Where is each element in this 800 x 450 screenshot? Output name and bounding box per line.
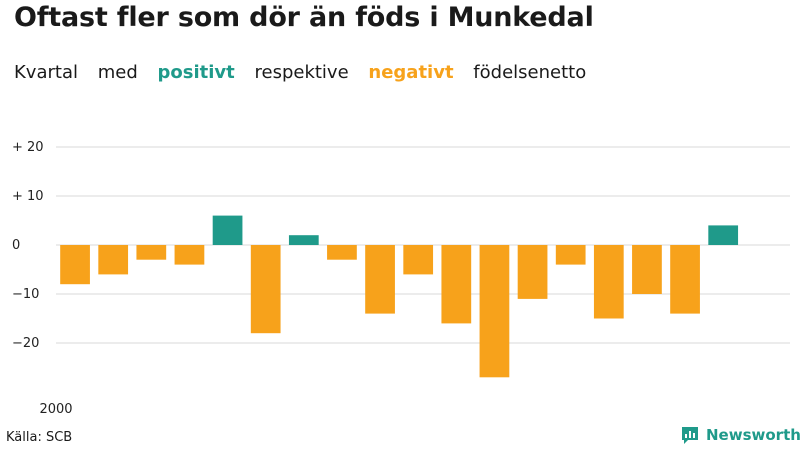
bar (593, 245, 624, 319)
bar (136, 245, 167, 260)
y-tick-label: −10 (12, 287, 39, 302)
newsworthy-logo: Newsworthy (680, 425, 800, 445)
newsworthy-logo-icon (682, 427, 698, 444)
bar (403, 245, 434, 275)
bar (441, 245, 472, 324)
bar (250, 245, 281, 334)
source-note: Källa: SCB (6, 430, 73, 445)
y-tick-label: + 20 (12, 140, 44, 155)
chart-subtitle: Kvartal med positivt respektive negativt… (14, 62, 600, 83)
y-tick-label: −20 (12, 336, 39, 351)
brand-name: Newsworthy (706, 426, 800, 444)
bar (174, 245, 205, 265)
bar (288, 235, 319, 245)
bar (98, 245, 129, 275)
subtitle-word-1: Kvartal (14, 62, 78, 83)
bar (517, 245, 548, 299)
y-tick-label: 0 (12, 238, 20, 253)
bar (632, 245, 662, 294)
subtitle-word-2: med (97, 62, 138, 83)
bar (327, 245, 357, 260)
chart-title: Oftast fler som dör än föds i Munkedal (14, 2, 594, 33)
y-tick-label: + 10 (12, 189, 44, 204)
bar (708, 225, 739, 245)
subtitle-word-4: respektive (254, 62, 349, 83)
subtitle-positive-label: positivt (157, 62, 235, 83)
subtitle-word-6: födelsenetto (473, 62, 587, 83)
bar (479, 245, 510, 378)
subtitle-negative-label: negativt (368, 62, 454, 83)
x-tick-label: 2000 (39, 402, 72, 417)
bar (555, 245, 586, 265)
bar (670, 245, 700, 314)
bar (60, 245, 90, 285)
bar (212, 215, 243, 245)
bar (365, 245, 395, 314)
